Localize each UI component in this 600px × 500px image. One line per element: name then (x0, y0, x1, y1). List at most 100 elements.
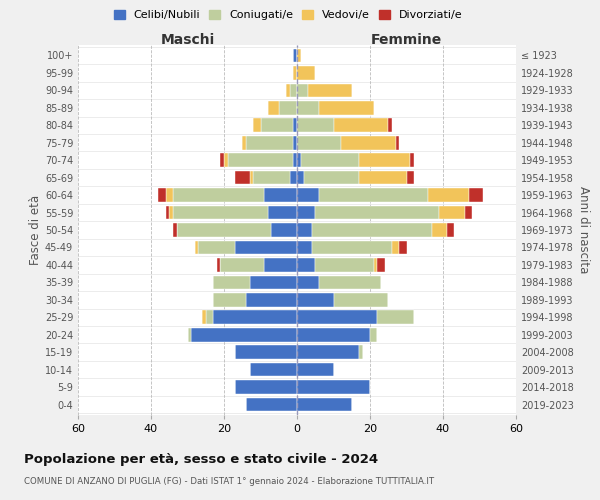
Bar (202, 310, 206, 324)
Bar (319, 188, 428, 202)
Bar (297, 293, 334, 306)
Bar (395, 136, 399, 149)
Bar (220, 258, 264, 272)
Bar (217, 258, 220, 272)
Bar (250, 171, 253, 184)
Bar (297, 84, 308, 97)
Bar (297, 188, 319, 202)
Bar (235, 346, 297, 359)
Bar (370, 328, 377, 342)
Bar (158, 188, 166, 202)
Bar (315, 206, 439, 220)
Bar (377, 310, 414, 324)
Bar (279, 101, 297, 114)
Bar (297, 363, 334, 376)
Bar (410, 154, 414, 167)
Bar (374, 258, 377, 272)
Bar (213, 293, 246, 306)
Bar (290, 84, 297, 97)
Bar (290, 171, 297, 184)
Bar (359, 154, 410, 167)
Bar (392, 240, 399, 254)
Bar (334, 293, 388, 306)
Bar (235, 171, 250, 184)
Bar (293, 118, 297, 132)
Bar (195, 240, 199, 254)
Bar (377, 258, 385, 272)
Bar (297, 101, 319, 114)
Bar (297, 328, 370, 342)
Bar (286, 84, 290, 97)
Bar (235, 240, 297, 254)
Bar (304, 171, 359, 184)
Bar (220, 154, 224, 167)
Bar (246, 398, 297, 411)
Bar (166, 206, 169, 220)
Bar (315, 258, 374, 272)
Bar (399, 240, 407, 254)
Bar (297, 276, 319, 289)
Bar (334, 118, 388, 132)
Bar (191, 328, 297, 342)
Bar (293, 66, 297, 80)
Bar (341, 136, 395, 149)
Bar (293, 154, 297, 167)
Bar (311, 223, 432, 237)
Bar (206, 310, 213, 324)
Bar (308, 84, 352, 97)
Bar (297, 380, 370, 394)
Bar (297, 66, 315, 80)
Bar (187, 328, 191, 342)
Bar (388, 118, 392, 132)
Bar (246, 136, 293, 149)
Bar (213, 276, 250, 289)
Bar (297, 48, 301, 62)
Bar (293, 136, 297, 149)
Bar (297, 310, 377, 324)
Text: Popolazione per età, sesso e stato civile - 2024: Popolazione per età, sesso e stato civil… (24, 452, 378, 466)
Bar (432, 223, 446, 237)
Bar (359, 171, 407, 184)
Bar (250, 363, 297, 376)
Bar (297, 206, 315, 220)
Bar (297, 154, 301, 167)
Bar (297, 223, 311, 237)
Bar (446, 223, 454, 237)
Bar (213, 310, 297, 324)
Text: COMUNE DI ANZANO DI PUGLIA (FG) - Dati ISTAT 1° gennaio 2024 - Elaborazione TUTT: COMUNE DI ANZANO DI PUGLIA (FG) - Dati I… (24, 478, 434, 486)
Bar (311, 240, 392, 254)
Bar (268, 206, 297, 220)
Bar (319, 276, 381, 289)
Bar (439, 206, 465, 220)
Bar (250, 276, 297, 289)
Bar (319, 101, 374, 114)
Bar (297, 240, 311, 254)
Bar (268, 101, 279, 114)
Bar (260, 118, 293, 132)
Bar (264, 188, 297, 202)
Bar (227, 154, 293, 167)
Bar (271, 223, 297, 237)
Bar (242, 136, 246, 149)
Bar (169, 206, 173, 220)
Y-axis label: Fasce di età: Fasce di età (29, 195, 42, 265)
Bar (297, 258, 315, 272)
Bar (199, 240, 235, 254)
Y-axis label: Anni di nascita: Anni di nascita (577, 186, 590, 274)
Bar (166, 188, 173, 202)
Bar (173, 188, 264, 202)
Bar (297, 171, 304, 184)
Bar (297, 118, 334, 132)
Bar (293, 48, 297, 62)
Bar (407, 171, 414, 184)
Bar (253, 118, 260, 132)
Bar (246, 293, 297, 306)
Bar (469, 188, 483, 202)
Bar (428, 188, 469, 202)
Text: Maschi: Maschi (160, 32, 215, 46)
Bar (297, 346, 359, 359)
Bar (253, 171, 290, 184)
Bar (264, 258, 297, 272)
Bar (297, 136, 341, 149)
Legend: Celibi/Nubili, Coniugati/e, Vedovi/e, Divorziati/e: Celibi/Nubili, Coniugati/e, Vedovi/e, Di… (109, 6, 467, 25)
